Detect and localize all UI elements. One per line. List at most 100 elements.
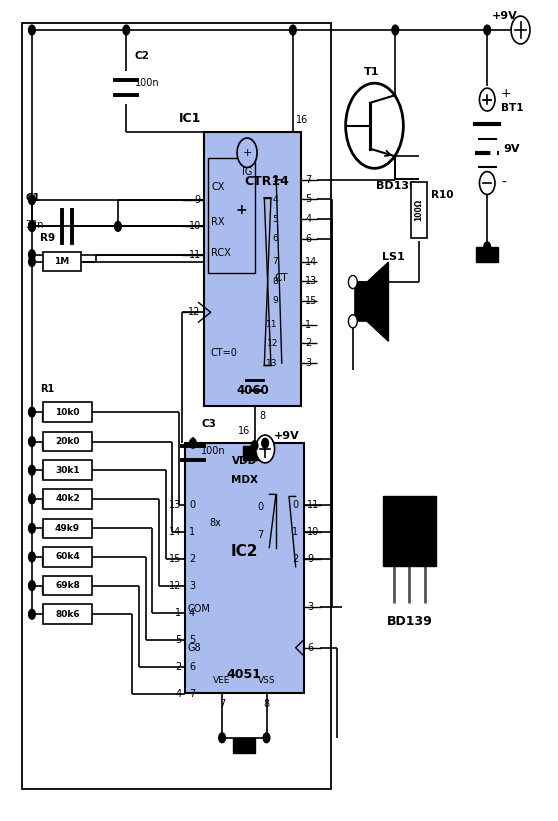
Circle shape [28, 407, 35, 417]
Text: 14: 14 [169, 526, 181, 537]
Text: CX: CX [211, 182, 225, 192]
Text: CTR14: CTR14 [244, 175, 289, 188]
Text: 3: 3 [307, 603, 314, 612]
Text: CT=0: CT=0 [211, 348, 238, 358]
Text: VSS: VSS [258, 676, 275, 685]
Circle shape [484, 242, 490, 252]
Text: 0: 0 [292, 500, 299, 510]
Bar [43, 402, 92, 422]
Circle shape [123, 25, 129, 35]
Text: 7: 7 [257, 530, 264, 540]
Text: 20k0: 20k0 [55, 437, 80, 446]
Text: 9: 9 [195, 195, 201, 204]
Text: CT: CT [275, 273, 288, 282]
Text: 5: 5 [272, 214, 278, 223]
Bar [43, 461, 92, 480]
Text: 11: 11 [266, 320, 278, 329]
Circle shape [392, 25, 398, 35]
Text: MDX: MDX [231, 475, 258, 485]
Text: 16: 16 [296, 115, 308, 125]
Text: R6: R6 [40, 529, 55, 539]
Bar [43, 547, 92, 566]
Text: 4051: 4051 [227, 668, 262, 681]
Text: R9: R9 [40, 233, 55, 243]
Text: 4: 4 [272, 195, 278, 204]
Text: RCX: RCX [211, 248, 231, 258]
Text: BT1: BT1 [501, 103, 523, 112]
Text: +9V: +9V [273, 431, 299, 441]
Text: 6: 6 [307, 643, 314, 653]
Text: 5: 5 [175, 635, 181, 644]
Text: 6: 6 [305, 234, 311, 244]
Text: LS1: LS1 [382, 252, 405, 262]
Text: 80k6: 80k6 [55, 610, 80, 619]
Text: 4: 4 [189, 608, 195, 617]
Text: 13: 13 [169, 500, 181, 510]
Text: 7: 7 [189, 689, 195, 699]
Circle shape [28, 222, 35, 232]
Text: 100n: 100n [201, 447, 226, 456]
Circle shape [237, 138, 257, 167]
Text: IG: IG [242, 167, 252, 177]
Text: 7: 7 [305, 175, 311, 185]
Text: VDD: VDD [232, 456, 257, 466]
Text: 7: 7 [272, 257, 278, 266]
Text: 6: 6 [189, 662, 195, 672]
Text: 8: 8 [272, 277, 278, 286]
Circle shape [28, 437, 35, 447]
Text: 40k2: 40k2 [55, 494, 80, 503]
Circle shape [263, 733, 270, 743]
Text: IC1: IC1 [179, 112, 201, 125]
Text: 8x: 8x [209, 518, 221, 528]
Text: 60k4: 60k4 [55, 553, 80, 562]
Text: 69k8: 69k8 [55, 581, 80, 590]
Text: R5: R5 [40, 500, 55, 511]
Text: R7: R7 [40, 557, 55, 567]
Bar [22, 24, 331, 788]
Text: 30k1: 30k1 [55, 466, 80, 475]
Text: 4060: 4060 [236, 383, 269, 397]
Bar [411, 182, 427, 238]
Circle shape [511, 16, 530, 44]
Text: 9V: 9V [504, 144, 521, 154]
Circle shape [28, 524, 35, 533]
Text: 8: 8 [263, 699, 270, 709]
Circle shape [28, 580, 35, 590]
Text: VEE: VEE [213, 676, 231, 685]
Text: 15: 15 [305, 296, 318, 306]
Text: 2: 2 [292, 553, 299, 563]
Circle shape [251, 441, 258, 451]
Circle shape [190, 438, 196, 448]
Text: 0: 0 [189, 500, 195, 510]
Text: R8: R8 [40, 586, 55, 596]
Text: 10: 10 [307, 526, 320, 537]
Bar [383, 497, 436, 566]
Text: RX: RX [211, 217, 225, 227]
Text: R2: R2 [40, 414, 55, 424]
Text: +: + [501, 86, 512, 99]
Text: COM: COM [187, 604, 210, 614]
Text: 12: 12 [267, 339, 278, 348]
Text: 5: 5 [189, 635, 195, 644]
Circle shape [290, 25, 296, 35]
Text: R3: R3 [40, 443, 55, 452]
Text: 33n: 33n [25, 220, 44, 230]
Circle shape [28, 222, 35, 232]
Text: C3: C3 [201, 419, 216, 429]
Circle shape [219, 733, 225, 743]
Text: 7: 7 [219, 699, 225, 709]
Text: BD139: BD139 [376, 181, 417, 190]
Text: 2: 2 [305, 338, 311, 348]
Bar [476, 247, 498, 262]
Text: 3: 3 [189, 580, 195, 590]
Text: C2: C2 [134, 51, 150, 61]
Text: 11: 11 [307, 500, 320, 510]
Text: 1: 1 [189, 526, 195, 537]
Text: 13: 13 [305, 276, 318, 287]
Text: IC2: IC2 [230, 544, 258, 559]
Circle shape [28, 494, 35, 504]
Circle shape [28, 609, 35, 619]
Circle shape [28, 25, 35, 35]
Text: 1: 1 [305, 319, 311, 329]
Text: 6: 6 [272, 234, 278, 243]
